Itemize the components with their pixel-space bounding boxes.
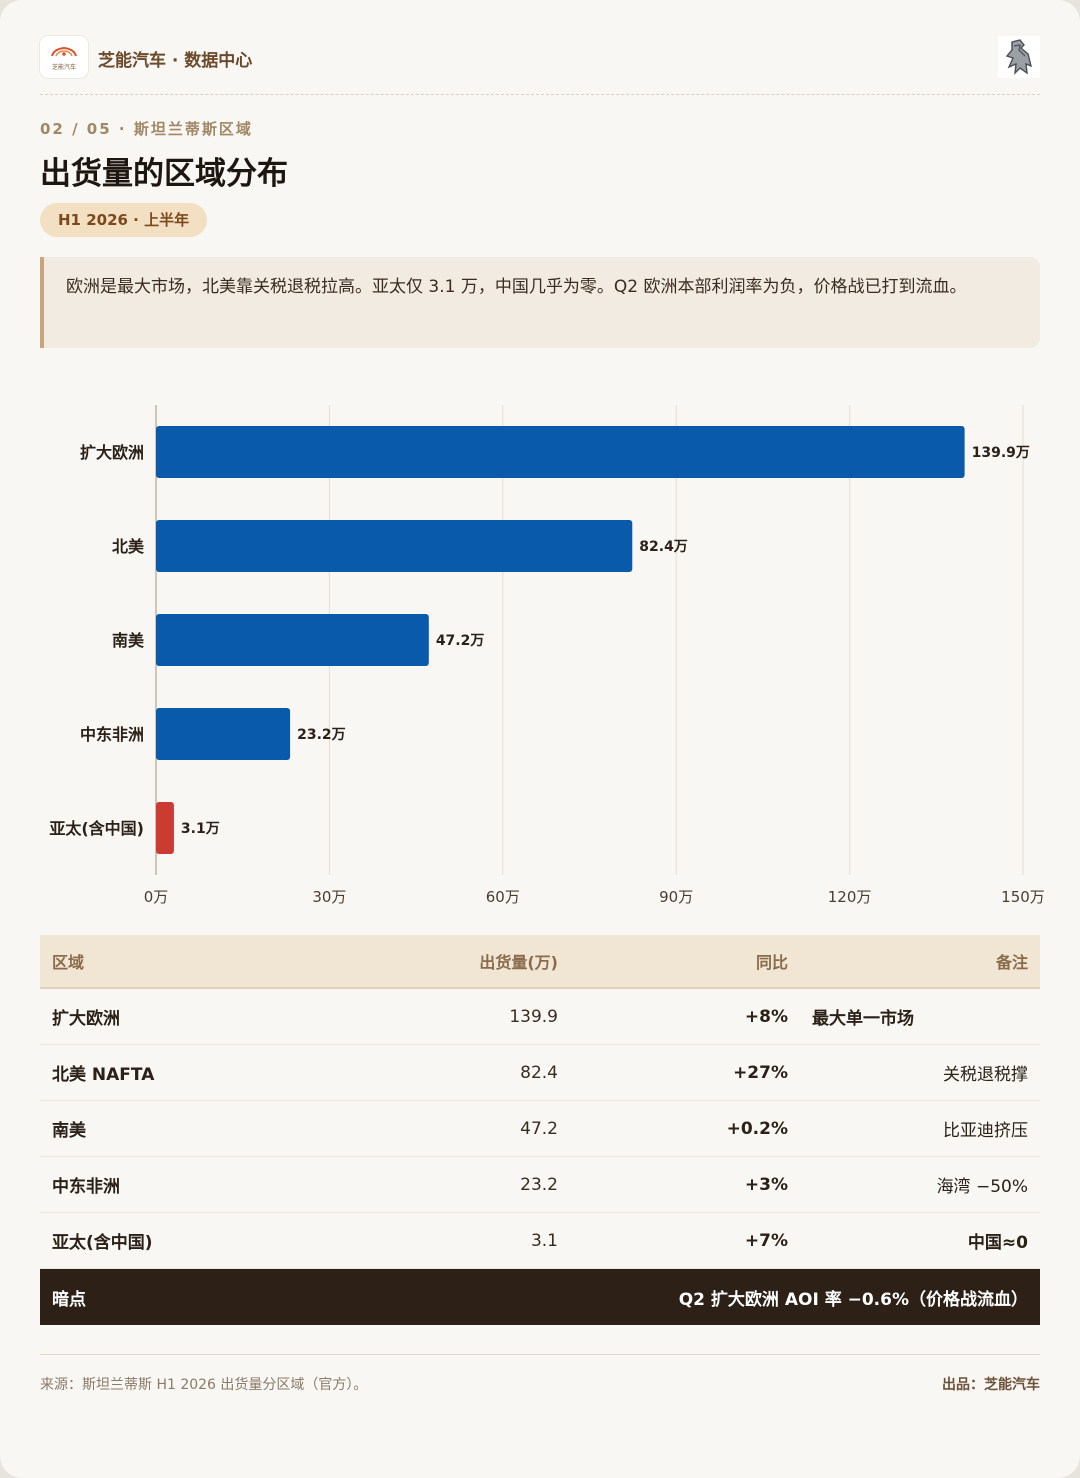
bar: [156, 614, 429, 666]
brand-logo: 芝能汽车: [40, 36, 88, 78]
table-row: 中东非洲 23.2 +3% 海湾 −50%: [40, 1157, 1040, 1213]
x-tick-label: 0万: [144, 888, 169, 906]
data-label: 82.4万: [639, 539, 688, 555]
table-header: 区域 出货量(万) 同比 备注: [40, 935, 1040, 989]
data-label: 139.9万: [972, 445, 1030, 461]
row-note: 最大单一市场: [812, 1009, 914, 1029]
table-row: 南美 47.2 +0.2% 比亚迪挤压: [40, 1101, 1040, 1157]
footer-divider: [40, 1354, 1040, 1355]
category-label: 南美: [112, 631, 145, 650]
row-region: 中东非洲: [52, 1177, 120, 1197]
row-region: 北美 NAFTA: [52, 1065, 155, 1085]
logo-text: 芝能汽车: [51, 64, 76, 71]
row-yoy: +27%: [733, 1062, 788, 1083]
page-title: 出货量的区域分布: [40, 156, 288, 192]
header: 芝能汽车 芝能汽车 · 数据中心: [40, 36, 1040, 78]
table-row: 扩大欧洲 139.9 +8% 最大单一市场: [40, 989, 1040, 1045]
row-region: 南美: [52, 1121, 86, 1141]
category-label: 中东非洲: [80, 725, 144, 744]
row-yoy: +8%: [744, 1006, 788, 1027]
data-label: 47.2万: [436, 633, 485, 649]
row-yoy: +0.2%: [726, 1118, 788, 1139]
brand-name: 芝能汽车 · 数据中心: [98, 51, 253, 71]
header-yoy: 同比: [755, 953, 788, 972]
source-note: 来源：斯坦兰蒂斯 H1 2026 出货量分区域（官方）。: [40, 1377, 368, 1393]
summary-callout: 欧洲是最大市场，北美靠关税退税拉高。亚太仅 3.1 万，中国几乎为零。Q2 欧洲…: [40, 257, 1040, 348]
x-tick-label: 120万: [828, 888, 872, 906]
row-volume: 23.2: [520, 1174, 558, 1195]
row-volume: 47.2: [520, 1118, 558, 1139]
bar: [156, 802, 174, 854]
row-region: 扩大欧洲: [52, 1009, 120, 1029]
row-yoy: +7%: [744, 1230, 788, 1251]
x-tick-label: 90万: [659, 888, 693, 906]
row-volume: 82.4: [520, 1062, 558, 1083]
row-note: 比亚迪挤压: [943, 1121, 1028, 1141]
summary-text: 欧洲是最大市场，北美靠关税退税拉高。亚太仅 3.1 万，中国几乎为零。Q2 欧洲…: [66, 277, 967, 297]
row-note: 海湾 −50%: [936, 1177, 1028, 1197]
row-note: 关税退税撑: [943, 1065, 1028, 1085]
car-logo-icon: [51, 46, 77, 57]
header-note: 备注: [995, 953, 1028, 972]
highlight-text: Q2 扩大欧洲 AOI 率 −0.6%（价格战流血）: [678, 1289, 1028, 1310]
category-label: 北美: [112, 537, 145, 556]
header-volume: 出货量(万): [479, 953, 558, 972]
x-tick-label: 60万: [486, 888, 520, 906]
category-label: 扩大欧洲: [80, 443, 144, 462]
data-label: 23.2万: [297, 727, 346, 743]
bar: [156, 426, 965, 478]
row-note: 中国≈0: [967, 1233, 1028, 1253]
bar: [156, 708, 291, 760]
row-volume: 3.1: [530, 1230, 558, 1251]
bar: [156, 520, 633, 572]
region-table: 区域 出货量(万) 同比 备注 扩大欧洲 139.9 +8% 最大单一市场 北美…: [40, 935, 1040, 1325]
data-label: 3.1万: [181, 821, 220, 837]
x-tick-label: 150万: [1001, 888, 1045, 906]
header-region: 区域: [52, 953, 85, 972]
highlight-label: 暗点: [52, 1289, 86, 1310]
table-row: 北美 NAFTA 82.4 +27% 关税退税撑: [40, 1045, 1040, 1101]
credit: 出品：芝能汽车: [942, 1377, 1040, 1393]
header-divider: [40, 94, 1040, 95]
period-badge: H1 2026 · 上半年: [40, 203, 208, 237]
lion-emblem-icon: [998, 36, 1040, 78]
breadcrumb: 02 / 05 · 斯坦兰蒂斯区域: [40, 120, 253, 138]
row-region: 亚太(含中国): [52, 1233, 153, 1253]
row-yoy: +3%: [744, 1174, 788, 1195]
highlight-row: 暗点 Q2 扩大欧洲 AOI 率 −0.6%（价格战流血）: [40, 1269, 1040, 1325]
x-tick-label: 30万: [312, 888, 346, 906]
row-volume: 139.9: [509, 1006, 558, 1027]
category-label: 亚太(含中国): [49, 819, 144, 838]
table-row: 亚太(含中国) 3.1 +7% 中国≈0: [40, 1213, 1040, 1269]
